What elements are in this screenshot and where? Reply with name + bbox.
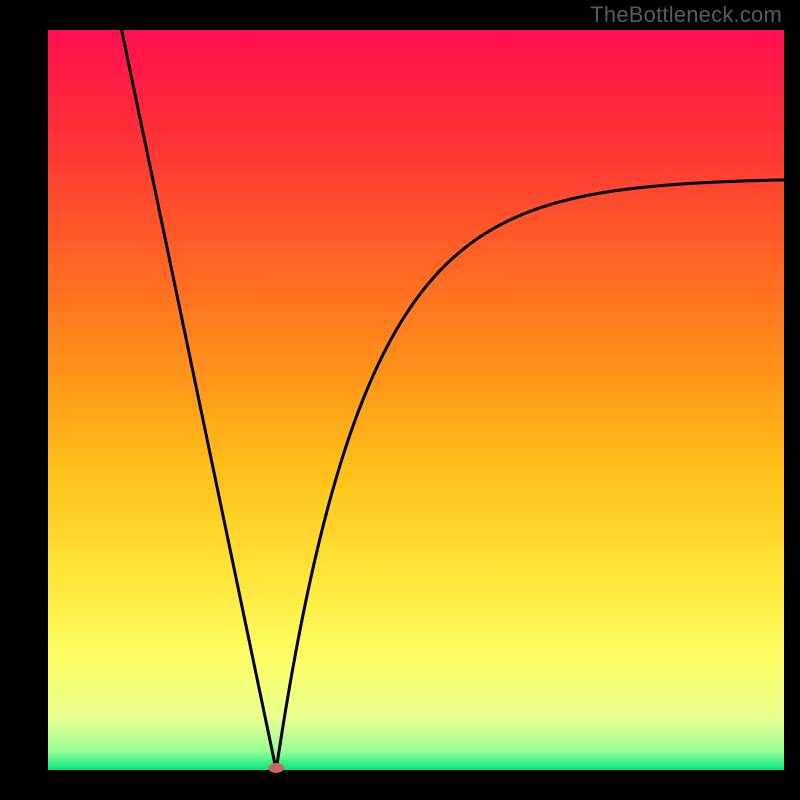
plot-background (48, 30, 784, 770)
watermark-label: TheBottleneck.com (590, 2, 782, 28)
bottleneck-marker (268, 763, 284, 773)
bottleneck-chart (0, 0, 800, 800)
chart-container: TheBottleneck.com (0, 0, 800, 800)
